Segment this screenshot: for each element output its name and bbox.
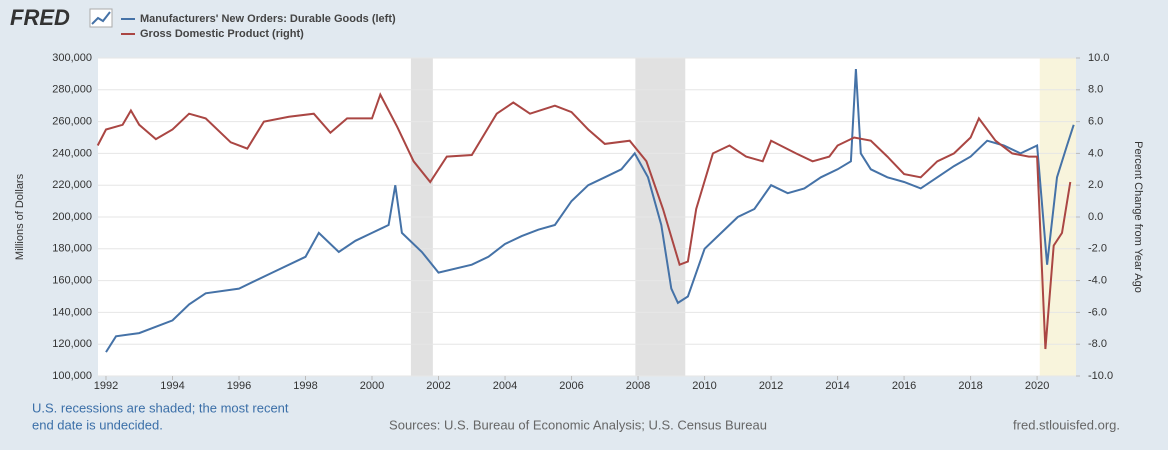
y2-axis-label: Percent Change from Year Ago <box>1132 141 1144 293</box>
y2-tick-label: 4.0 <box>1088 147 1103 159</box>
x-tick-label: 1994 <box>160 380 184 392</box>
x-tick-label: 1998 <box>293 380 317 392</box>
site: fred.stlouisfed.org. <box>1013 417 1120 432</box>
y2-tick-label: -10.0 <box>1088 370 1113 382</box>
logo-icon <box>89 8 113 28</box>
y-axis-label: Millions of Dollars <box>14 173 26 260</box>
logo[interactable]: FRED <box>10 5 70 30</box>
y-tick-label: 180,000 <box>52 243 92 255</box>
logo-icon-line <box>91 11 111 25</box>
x-tick-label: 2008 <box>626 380 650 392</box>
y2-tick-label: 10.0 <box>1088 52 1109 64</box>
y-tick-label: 140,000 <box>52 306 92 318</box>
x-tick-label: 2004 <box>493 380 517 392</box>
x-tick-label: 2018 <box>958 380 982 392</box>
data-line <box>105 69 1075 353</box>
y-tick-label: 300,000 <box>52 52 92 64</box>
y2-tick-label: 6.0 <box>1088 116 1103 128</box>
x-tick-label: 2002 <box>426 380 450 392</box>
legend-label: Gross Domestic Product (right) <box>140 28 304 40</box>
x-tick-label: 2000 <box>360 380 384 392</box>
x-tick-label: 2016 <box>892 380 916 392</box>
y2-tick-label: 8.0 <box>1088 84 1103 96</box>
y-tick-label: 100,000 <box>52 370 92 382</box>
y2-tick-label: -4.0 <box>1088 275 1107 287</box>
legend-label: Manufacturers' New Orders: Durable Goods… <box>140 13 396 25</box>
x-tick-label: 1992 <box>94 380 118 392</box>
y-tick-label: 120,000 <box>52 338 92 350</box>
x-tick-label: 2010 <box>692 380 716 392</box>
y-tick-label: 160,000 <box>52 275 92 287</box>
note: U.S. recessions are shaded; the most rec… <box>32 400 289 415</box>
y2-tick-label: -8.0 <box>1088 338 1107 350</box>
x-tick-label: 2012 <box>759 380 783 392</box>
y-tick-label: 200,000 <box>52 211 92 223</box>
y2-tick-label: -6.0 <box>1088 306 1107 318</box>
x-tick-label: 2020 <box>1025 380 1049 392</box>
y2-tick-label: 0.0 <box>1088 211 1103 223</box>
y-tick-label: 260,000 <box>52 116 92 128</box>
y2-tick-label: 2.0 <box>1088 179 1103 191</box>
x-tick-label: 1996 <box>227 380 251 392</box>
y-tick-label: 220,000 <box>52 179 92 191</box>
y-tick-label: 240,000 <box>52 147 92 159</box>
y2-tick-label: -2.0 <box>1088 243 1107 255</box>
note: end date is undecided. <box>32 417 163 432</box>
x-tick-label: 2006 <box>559 380 583 392</box>
source: Sources: U.S. Bureau of Economic Analysi… <box>389 417 767 432</box>
x-tick-label: 2014 <box>825 380 849 392</box>
data-line <box>96 92 1072 350</box>
y-tick-label: 280,000 <box>52 84 92 96</box>
